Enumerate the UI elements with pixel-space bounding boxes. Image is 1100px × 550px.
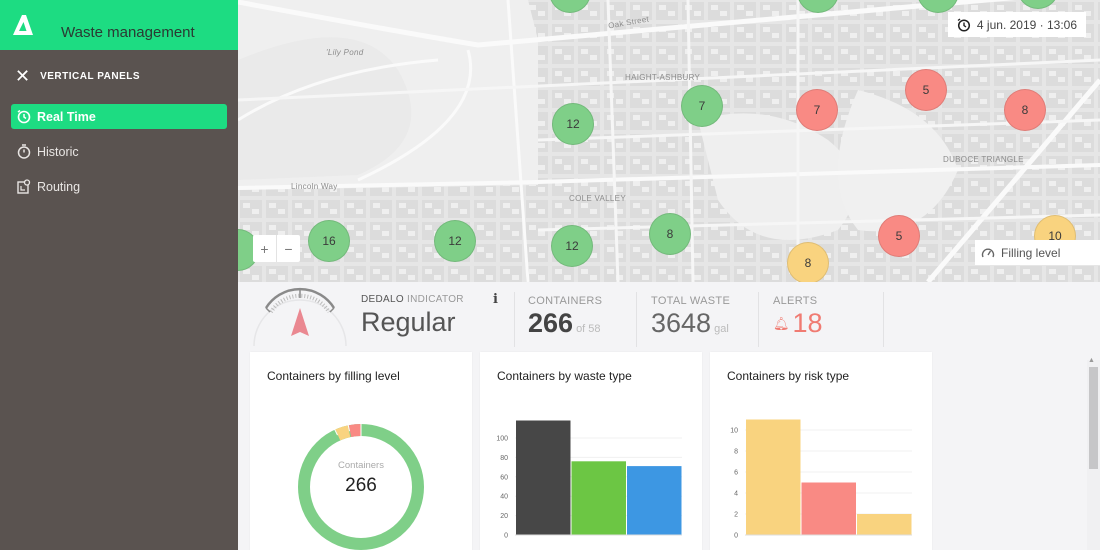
map-cluster[interactable]: 7: [681, 85, 723, 127]
filling-level-layer-toggle[interactable]: Filling level: [975, 240, 1100, 265]
svg-text:2: 2: [734, 512, 738, 519]
map-label: Lincoln Way: [291, 182, 338, 191]
map-label: COLE VALLEY: [569, 194, 626, 203]
kpi-value: 18: [792, 308, 823, 338]
datetime-badge: 4 jun. 2019 · 13:06: [947, 12, 1086, 37]
map-cluster[interactable]: 12: [552, 103, 594, 145]
brand-header: Waste management: [0, 0, 238, 50]
kpi-suffix: of 58: [576, 323, 601, 335]
sidebar-item-label: Routing: [37, 179, 81, 194]
donut-center-label: Containers: [338, 460, 384, 471]
indicator-label-light: INDICATOR: [407, 294, 464, 305]
map-cluster[interactable]: 8: [649, 213, 691, 255]
filling-level-label: Filling level: [1001, 245, 1061, 260]
map-tiles: [238, 0, 1100, 282]
svg-text:0: 0: [504, 533, 508, 540]
kpi-label: CONTAINERS: [528, 295, 603, 307]
map-cluster[interactable]: 8: [787, 242, 829, 282]
stopwatch-icon: [16, 144, 32, 160]
kpi-value: 266: [528, 308, 574, 338]
map-label: DUBOCE TRIANGLE: [943, 155, 1024, 164]
zoom-in-button[interactable]: +: [253, 235, 276, 262]
risk-type-bar-chart: 0 2 4 6 8 10: [730, 419, 912, 540]
kpi-label: ALERTS: [773, 295, 818, 307]
datetime-text: 4 jun. 2019 · 13:06: [976, 17, 1077, 32]
card-waste-type: Containers by waste type 0 20 40 60 80 1…: [480, 352, 702, 550]
sidebar: Waste management ✕ VERTICAL PANELS Real …: [0, 0, 238, 550]
sidebar-item-label: Real Time: [37, 109, 96, 124]
dedalo-indicator-value: Regular: [361, 307, 456, 337]
sidebar-item-routing[interactable]: Routing: [11, 174, 227, 199]
svg-text:0: 0: [734, 533, 738, 540]
gauge-icon: [981, 247, 995, 259]
map-cluster[interactable]: 12: [434, 220, 476, 262]
svg-text:10: 10: [730, 428, 738, 435]
chart-cards: Containers by filling level Containers 2…: [238, 352, 1100, 550]
donut-center-value: 266: [345, 475, 377, 496]
indicator-label-strong: DEDALO: [361, 294, 404, 305]
vertical-panels-header[interactable]: ✕ VERTICAL PANELS: [0, 50, 238, 102]
scroll-up-arrow-icon[interactable]: ▲: [1088, 357, 1095, 364]
map-cluster[interactable]: 5: [905, 69, 947, 111]
card-risk-type: Containers by risk type 0 2 4 6 8 10: [710, 352, 932, 550]
svg-text:20: 20: [500, 513, 508, 520]
kpi-unit: gal: [714, 323, 729, 335]
realtime-clock-icon: [16, 109, 32, 125]
info-icon[interactable]: i: [493, 292, 498, 307]
dedalo-gauge-icon: [253, 287, 347, 347]
divider: [636, 292, 637, 347]
sidebar-item-historic[interactable]: Historic: [11, 139, 227, 164]
card-title: Containers by waste type: [497, 369, 632, 383]
donut-chart: [298, 424, 424, 550]
kpi-containers: CONTAINERS 266 of 58: [528, 295, 602, 344]
sidebar-item-label: Historic: [37, 144, 79, 159]
logo-icon: [0, 0, 45, 50]
card-title: Containers by risk type: [727, 369, 850, 383]
svg-text:80: 80: [500, 455, 508, 462]
divider: [514, 292, 515, 347]
card-title: Containers by filling level: [267, 369, 400, 383]
map-zoom-control: + −: [253, 235, 300, 262]
map-label: 'Lily Pond: [326, 48, 364, 57]
scrollbar-thumb[interactable]: [1089, 367, 1098, 469]
card-filling-level: Containers by filling level Containers 2…: [250, 352, 472, 550]
map-cluster[interactable]: 5: [878, 215, 920, 257]
route-clipboard-icon: [16, 179, 32, 195]
kpi-alerts[interactable]: ALERTS 🔔︎ 18: [773, 295, 823, 339]
svg-text:100: 100: [496, 436, 508, 443]
dedalo-indicator-label: DEDALO INDICATOR: [361, 294, 464, 305]
kpi-bar: DEDALO INDICATOR Regular i CONTAINERS 26…: [238, 282, 1100, 352]
kpi-label: TOTAL WASTE: [651, 295, 731, 307]
zoom-out-button[interactable]: −: [276, 235, 300, 262]
svg-text:40: 40: [500, 494, 508, 501]
svg-text:6: 6: [734, 470, 738, 477]
close-icon[interactable]: ✕: [15, 66, 31, 86]
divider: [883, 292, 884, 347]
map-view[interactable]: Oak Street 'Lily Pond HAIGHT-ASHBURY Lin…: [238, 0, 1100, 282]
svg-text:4: 4: [734, 491, 738, 498]
map-label: HAIGHT-ASHBURY: [625, 73, 701, 82]
map-cluster[interactable]: 8: [1004, 89, 1046, 131]
sidebar-item-real-time[interactable]: Real Time: [11, 104, 227, 129]
kpi-value: 3648: [651, 308, 712, 338]
map-cluster[interactable]: 7: [796, 89, 838, 131]
waste-type-bar-chart: 0 20 40 60 80 100: [496, 420, 682, 540]
map-cluster[interactable]: 12: [551, 225, 593, 267]
bell-icon: 🔔︎: [773, 316, 790, 331]
vertical-panels-label: VERTICAL PANELS: [40, 70, 141, 82]
app-title: Waste management: [61, 23, 195, 41]
kpi-total-waste: TOTAL WASTE 3648 gal: [651, 295, 730, 344]
clock-icon: [957, 17, 971, 32]
map-cluster[interactable]: 16: [308, 220, 350, 262]
svg-text:8: 8: [734, 449, 738, 456]
divider: [758, 292, 759, 347]
svg-text:60: 60: [500, 474, 508, 481]
